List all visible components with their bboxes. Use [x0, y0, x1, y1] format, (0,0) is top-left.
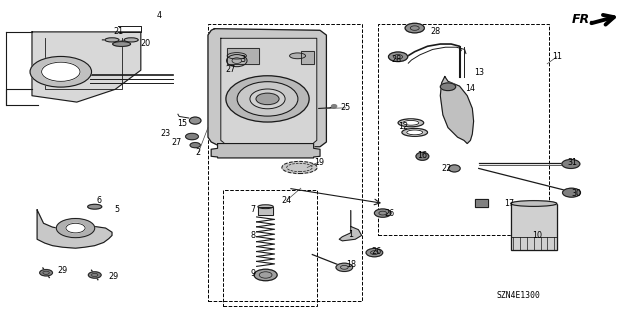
Polygon shape	[440, 77, 474, 144]
Text: 25: 25	[340, 103, 351, 112]
Ellipse shape	[113, 42, 131, 46]
Polygon shape	[37, 210, 112, 248]
Ellipse shape	[407, 130, 423, 135]
Circle shape	[366, 249, 383, 257]
Text: 27: 27	[171, 138, 181, 147]
Text: 11: 11	[552, 52, 562, 61]
Text: 7: 7	[250, 205, 255, 214]
Text: 14: 14	[465, 84, 476, 93]
Circle shape	[186, 133, 198, 140]
Circle shape	[30, 56, 92, 87]
Ellipse shape	[449, 165, 460, 172]
Bar	[258, 207, 273, 215]
Text: 13: 13	[474, 68, 484, 77]
Ellipse shape	[227, 53, 246, 59]
Text: 5: 5	[115, 205, 120, 214]
Circle shape	[256, 93, 279, 105]
Circle shape	[190, 143, 200, 148]
Ellipse shape	[189, 117, 201, 124]
Text: 3: 3	[241, 55, 246, 63]
Circle shape	[405, 23, 424, 33]
Ellipse shape	[332, 105, 337, 108]
Text: 1: 1	[348, 230, 353, 239]
Text: 26: 26	[371, 247, 381, 256]
Ellipse shape	[511, 201, 557, 206]
Ellipse shape	[250, 89, 285, 109]
Text: 6: 6	[97, 196, 102, 205]
Bar	[301, 51, 314, 64]
Text: 8: 8	[250, 231, 255, 240]
Text: 9: 9	[250, 269, 255, 278]
Ellipse shape	[290, 53, 306, 59]
Circle shape	[88, 272, 101, 278]
Bar	[258, 207, 273, 215]
Text: 29: 29	[58, 266, 68, 275]
Polygon shape	[32, 32, 141, 102]
Text: 28: 28	[430, 27, 440, 36]
Ellipse shape	[226, 76, 309, 122]
Bar	[301, 51, 314, 64]
Text: 24: 24	[282, 196, 292, 205]
Text: 17: 17	[504, 199, 514, 208]
Bar	[511, 204, 557, 250]
Text: 23: 23	[160, 129, 170, 138]
Ellipse shape	[105, 38, 119, 42]
Text: FR.: FR.	[572, 13, 595, 26]
Text: 19: 19	[314, 158, 324, 167]
Circle shape	[374, 209, 391, 217]
Text: 18: 18	[346, 260, 356, 269]
Bar	[511, 204, 557, 250]
Circle shape	[562, 160, 580, 168]
Text: 27: 27	[225, 65, 236, 74]
Bar	[475, 199, 488, 207]
Bar	[227, 48, 259, 64]
Text: 20: 20	[141, 39, 151, 48]
Ellipse shape	[237, 82, 298, 116]
Text: 10: 10	[532, 231, 543, 240]
Bar	[227, 48, 259, 64]
Circle shape	[563, 188, 580, 197]
Text: 16: 16	[417, 151, 428, 160]
Ellipse shape	[403, 120, 419, 125]
Circle shape	[336, 263, 353, 271]
Text: 30: 30	[571, 189, 581, 198]
Circle shape	[254, 269, 277, 281]
Bar	[208, 24, 362, 301]
Ellipse shape	[416, 152, 429, 160]
Text: 21: 21	[113, 27, 124, 36]
Text: 4: 4	[156, 11, 161, 20]
Circle shape	[66, 223, 85, 233]
Text: 22: 22	[442, 164, 452, 173]
Text: SZN4E1300: SZN4E1300	[497, 291, 540, 300]
Text: 2: 2	[196, 148, 201, 157]
Circle shape	[56, 219, 95, 238]
Bar	[223, 190, 317, 306]
Polygon shape	[208, 29, 326, 147]
Circle shape	[388, 52, 408, 62]
Polygon shape	[211, 144, 320, 158]
Ellipse shape	[402, 129, 428, 137]
Polygon shape	[339, 211, 362, 241]
Text: 15: 15	[177, 119, 188, 128]
Polygon shape	[221, 38, 317, 147]
Ellipse shape	[88, 204, 102, 209]
Text: 12: 12	[398, 122, 408, 131]
Text: 28: 28	[392, 56, 402, 64]
Text: 29: 29	[109, 272, 119, 281]
Circle shape	[42, 62, 80, 81]
Bar	[475, 199, 488, 207]
Ellipse shape	[282, 161, 317, 174]
Ellipse shape	[227, 55, 247, 67]
Ellipse shape	[398, 119, 424, 127]
Bar	[378, 24, 549, 235]
Ellipse shape	[258, 205, 273, 209]
Text: 26: 26	[384, 209, 394, 218]
Ellipse shape	[124, 38, 138, 42]
Circle shape	[40, 270, 52, 276]
Circle shape	[440, 83, 456, 91]
Text: 31: 31	[568, 158, 578, 167]
